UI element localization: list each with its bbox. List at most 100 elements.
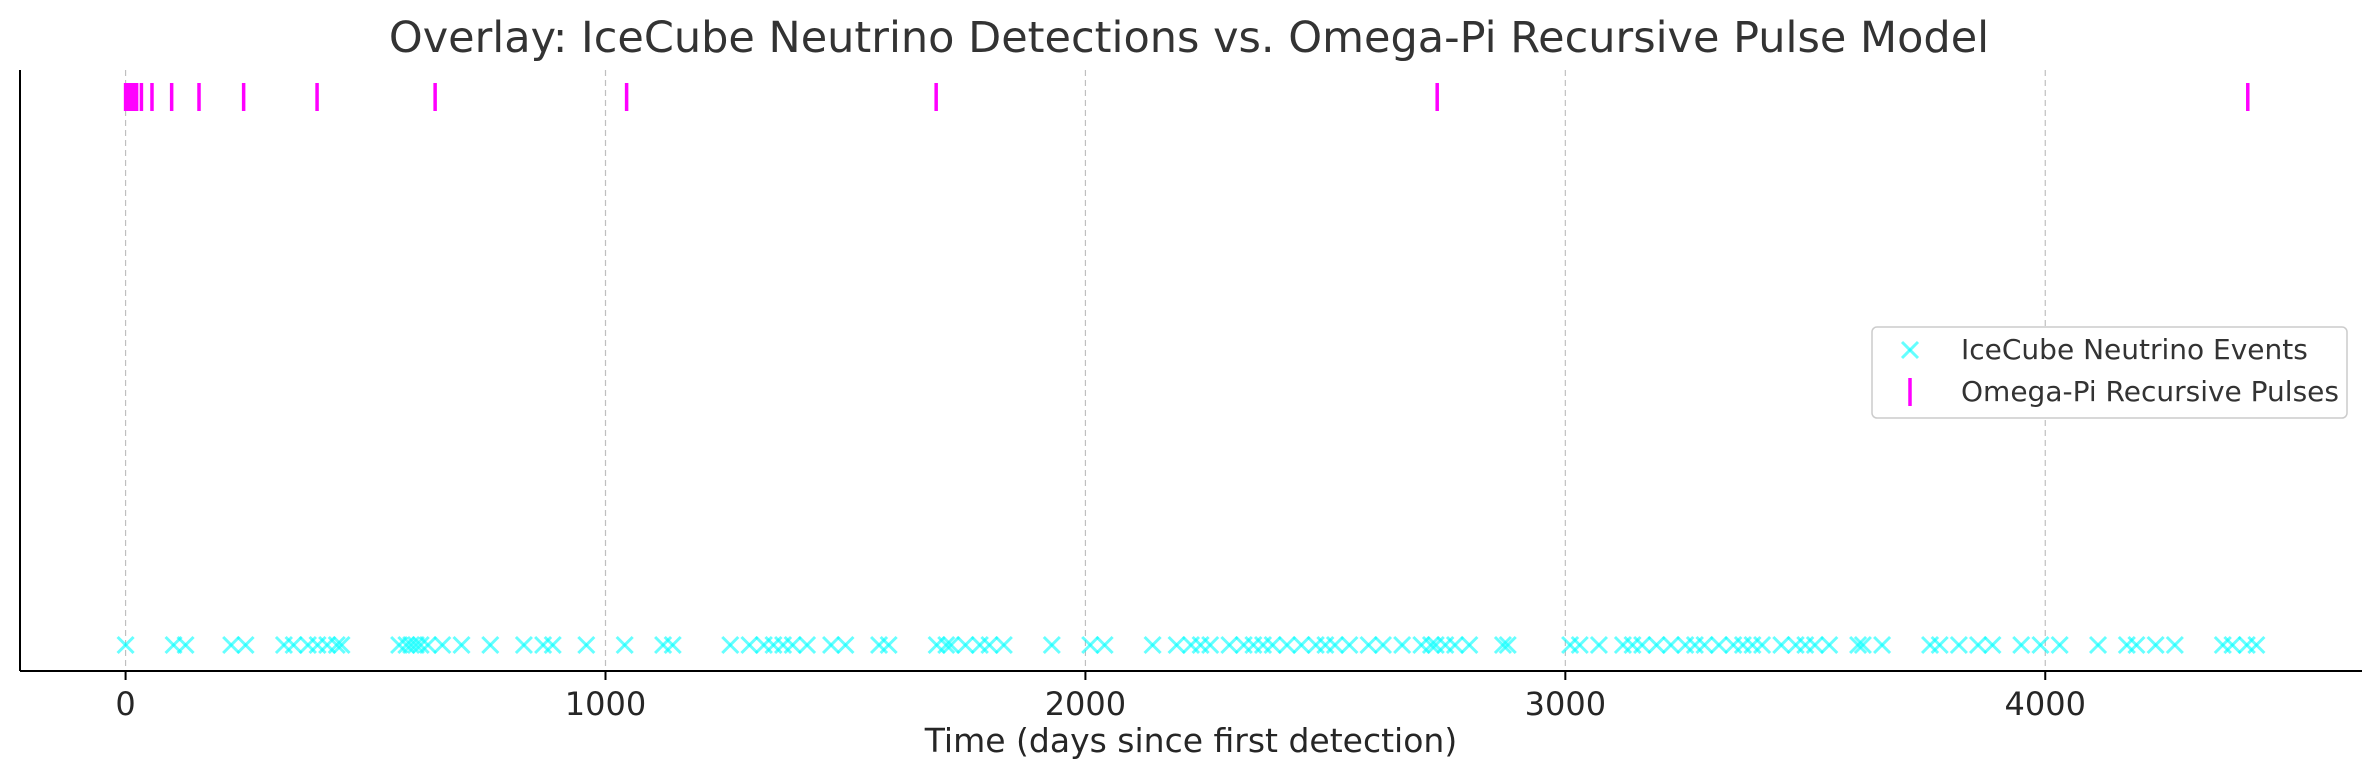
neutrino-event-point — [116, 635, 135, 655]
legend: IceCube Neutrino Events Omega-Pi Recursi… — [1871, 326, 2348, 419]
x-stroke — [1570, 635, 1589, 655]
neutrino-event-point — [1143, 635, 1162, 655]
x-stroke — [615, 635, 634, 655]
neutrino-event-point — [1292, 635, 1311, 655]
neutrino-event-point — [663, 635, 682, 655]
x-stroke — [1359, 635, 1378, 655]
x-tick-label: 1000 — [565, 685, 646, 723]
neutrino-event-point — [2088, 635, 2108, 655]
neutrino-event-point — [543, 635, 562, 655]
neutrino-event-point — [1647, 635, 1666, 655]
x-stroke — [1695, 635, 1714, 655]
x-stroke — [2088, 635, 2108, 655]
neutrino-event-point — [1753, 635, 1772, 655]
neutrino-event-point — [1167, 635, 1186, 655]
x-stroke — [1325, 635, 1345, 655]
neutrino-event-point — [176, 635, 195, 655]
x-stroke — [1589, 635, 1608, 655]
x-stroke — [1633, 635, 1652, 655]
x-stroke — [994, 635, 1013, 655]
neutrino-event-point — [937, 635, 956, 655]
neutrino-event-point — [822, 635, 841, 655]
x-tick-label: 3000 — [1525, 685, 1606, 723]
x-stroke — [1709, 635, 1728, 655]
x-stroke — [956, 635, 975, 655]
grid-lines — [124, 70, 2046, 671]
x-stroke — [1949, 635, 1968, 655]
neutrino-event-point — [418, 635, 437, 655]
neutrino-event-point — [222, 635, 241, 655]
x-stroke — [1143, 635, 1162, 655]
neutrino-event-point — [1325, 635, 1345, 655]
x-stroke — [1167, 635, 1186, 655]
x-stroke — [879, 635, 898, 655]
neutrino-event-point — [994, 635, 1013, 655]
legend-marker-neutrino — [1900, 340, 1920, 360]
x-stroke — [1873, 635, 1892, 655]
neutrino-event-point — [1220, 635, 1239, 655]
neutrino-event-point — [1263, 635, 1282, 655]
neutrino-event-point — [1661, 635, 1680, 655]
legend-x-marker — [1900, 340, 1920, 360]
neutrino-event-point — [615, 635, 634, 655]
x-stroke — [176, 635, 195, 655]
x-stroke — [1393, 635, 1412, 655]
x-stroke — [1263, 635, 1282, 655]
x-axis-label: Time (days since first detection) — [924, 721, 1457, 760]
x-tick-label: 4000 — [2005, 685, 2086, 723]
x-tick-label: 0 — [115, 685, 135, 723]
x-stroke — [577, 635, 596, 655]
neutrino-event-point — [2223, 635, 2242, 655]
neutrino-event-point — [1695, 635, 1714, 655]
neutrino-event-point — [1201, 635, 1220, 655]
neutrino-event-point — [879, 635, 898, 655]
neutrino-event-point — [1930, 635, 1949, 655]
x-stroke — [2127, 635, 2146, 655]
x-stroke — [2247, 635, 2266, 655]
neutrino-event-point — [481, 635, 500, 655]
x-stroke — [481, 635, 500, 655]
x-stroke — [1095, 635, 1114, 655]
neutrino-event-point — [1340, 635, 1359, 655]
x-ticks: 0 1000 2000 3000 4000 — [115, 671, 2086, 723]
x-stroke — [418, 635, 437, 655]
x-stroke — [783, 635, 802, 655]
neutrino-event-point — [1772, 635, 1791, 655]
x-stroke — [1820, 635, 1839, 655]
x-stroke — [1900, 340, 1920, 360]
neutrino-event-point — [783, 635, 802, 655]
neutrino-series — [116, 635, 2266, 655]
neutrino-event-point — [1445, 635, 1465, 655]
legend-box — [1871, 326, 2348, 419]
x-stroke — [236, 635, 255, 655]
pulse-series — [123, 83, 2250, 111]
neutrino-event-point — [721, 635, 740, 655]
neutrino-event-point — [1042, 635, 1061, 655]
x-stroke — [1930, 635, 1949, 655]
x-stroke — [411, 635, 430, 655]
x-stroke — [1373, 635, 1393, 655]
neutrino-event-point — [1949, 635, 1968, 655]
x-stroke — [663, 635, 682, 655]
x-stroke — [1849, 635, 1868, 655]
neutrino-event-point — [284, 635, 303, 655]
x-stroke — [332, 635, 351, 655]
neutrino-event-point — [1570, 635, 1589, 655]
neutrino-event-point — [798, 635, 817, 655]
x-stroke — [1498, 635, 1517, 655]
x-stroke — [2031, 635, 2050, 655]
x-stroke — [1201, 635, 1220, 655]
neutrino-event-point — [1849, 635, 1868, 655]
x-stroke — [2146, 635, 2165, 655]
x-stroke — [1277, 635, 1297, 655]
neutrino-event-point — [577, 635, 596, 655]
x-stroke — [1421, 635, 1441, 655]
neutrino-event-point — [1460, 635, 1479, 655]
neutrino-event-point — [2050, 635, 2069, 655]
x-stroke — [2165, 635, 2184, 655]
neutrino-event-point — [1709, 635, 1728, 655]
neutrino-event-point — [1095, 635, 1114, 655]
neutrino-event-point — [1853, 635, 1872, 655]
neutrino-event-point — [236, 635, 255, 655]
x-stroke — [2012, 635, 2031, 655]
